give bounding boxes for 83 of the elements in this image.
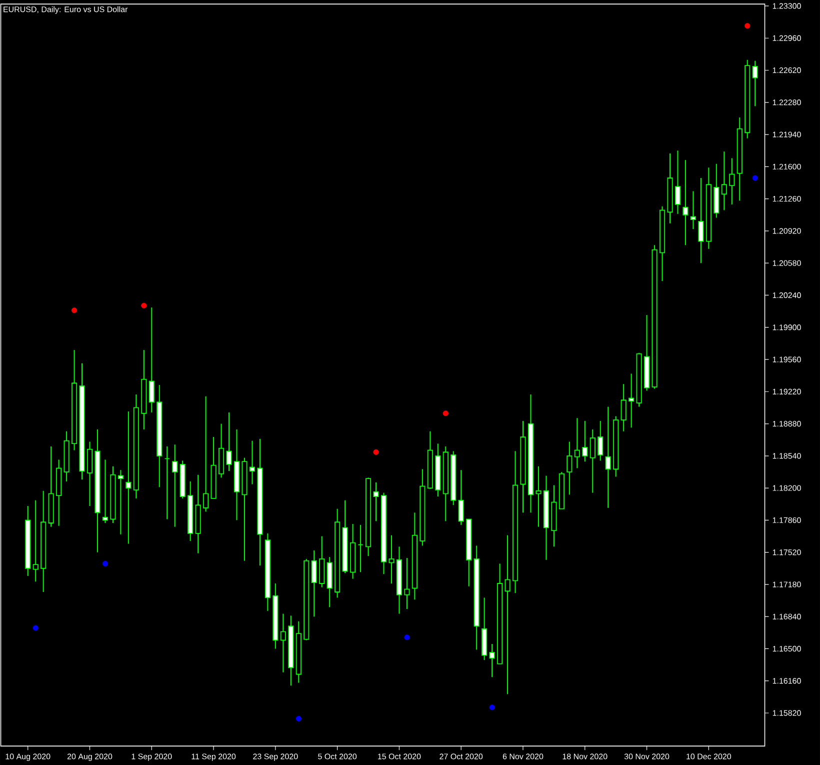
y-tick-label: 1.16160 — [772, 678, 801, 684]
y-tick-label: 1.21600 — [772, 164, 801, 170]
y-tick-label: 1.17860 — [772, 517, 801, 524]
y-tick-label: 1.16500 — [772, 646, 801, 652]
x-tick-label: 1 Sep 2020 — [132, 754, 172, 761]
candlestick — [721, 151, 727, 211]
point — [102, 560, 108, 566]
y-tick-label: 1.17520 — [772, 549, 801, 556]
candlestick — [164, 446, 170, 520]
x-tick-label: 20 Aug 2020 — [67, 754, 112, 761]
y-tick-label: 1.22280 — [772, 100, 801, 106]
candlestick — [690, 190, 696, 230]
candlestick — [682, 160, 688, 246]
x-tick-label: 23 Sep 2020 — [253, 754, 298, 761]
candlestick — [590, 428, 596, 494]
point — [296, 716, 302, 722]
point — [373, 449, 379, 455]
candlestick — [574, 418, 580, 469]
candlestick — [249, 440, 255, 485]
candlestick — [203, 396, 209, 512]
candlestick — [226, 412, 232, 472]
y-tick-label: 1.18880 — [772, 420, 801, 427]
candlestick — [566, 441, 572, 496]
x-tick-label: 10 Dec 2020 — [686, 754, 732, 760]
candlestick — [280, 613, 286, 673]
candlestick — [489, 643, 495, 678]
candlestick — [698, 178, 704, 264]
candlestick — [752, 60, 758, 107]
candlestick — [458, 470, 464, 526]
point — [489, 704, 495, 710]
point — [404, 634, 410, 640]
y-tick-label: 1.19900 — [772, 324, 801, 330]
candlestick — [536, 466, 542, 528]
y-tick-label: 1.20920 — [772, 228, 801, 234]
y-tick-label: 1.23300 — [772, 3, 801, 9]
candlestick — [598, 420, 604, 462]
x-tick-label: 27 Oct 2020 — [440, 754, 483, 760]
candlestick — [674, 150, 681, 214]
candlestick — [118, 470, 124, 535]
point — [141, 302, 147, 308]
x-tick-label: 18 Nov 2020 — [562, 754, 608, 760]
y-tick-label: 1.17180 — [772, 582, 801, 588]
point — [752, 175, 758, 181]
y-tick-label: 1.22960 — [772, 35, 801, 41]
candlestick — [628, 373, 634, 428]
y-tick-label: 1.21260 — [772, 196, 801, 202]
candlestick — [148, 307, 154, 413]
y-tick-label: 1.18540 — [772, 453, 801, 459]
x-tick-label: 30 Nov 2020 — [624, 754, 670, 760]
x-tick-label: 10 Aug 2020 — [6, 754, 50, 761]
y-tick-label: 1.20580 — [772, 260, 801, 266]
candlestick — [605, 406, 611, 508]
candlestick — [358, 524, 364, 573]
candlestick — [620, 384, 626, 432]
x-tick-label: 11 Sep 2020 — [192, 754, 236, 761]
chart-title: EURUSD, Daily: Euro vs US Dollar — [4, 6, 128, 14]
candlestick — [126, 410, 132, 544]
y-tick-label: 1.19560 — [772, 356, 801, 362]
candlestick — [311, 550, 317, 618]
y-tick-label: 1.21940 — [772, 132, 801, 138]
candlestick — [32, 500, 38, 582]
point — [744, 23, 750, 29]
candlestick — [388, 534, 394, 584]
candlestick — [582, 420, 588, 462]
y-tick-label: 1.16840 — [772, 614, 801, 620]
candlestick — [373, 482, 379, 522]
point — [71, 308, 78, 314]
candlestick — [404, 557, 410, 610]
x-tick-label: 15 Oct 2020 — [378, 754, 421, 760]
y-tick-label: 1.19220 — [772, 388, 801, 394]
candlestick — [504, 534, 510, 695]
x-tick-label: 5 Oct 2020 — [318, 754, 357, 760]
candlestick — [172, 444, 178, 528]
candlestick — [729, 158, 735, 205]
candlestick — [102, 459, 108, 524]
x-tick-label: 6 Nov 2020 — [502, 754, 544, 760]
y-tick-label: 1.15820 — [772, 710, 801, 716]
y-tick-label: 1.22620 — [772, 67, 801, 74]
y-tick-label: 1.18200 — [772, 485, 801, 491]
y-tick-label: 1.20240 — [772, 292, 801, 298]
candlestick — [86, 441, 93, 506]
point — [442, 410, 448, 416]
point — [32, 625, 38, 631]
